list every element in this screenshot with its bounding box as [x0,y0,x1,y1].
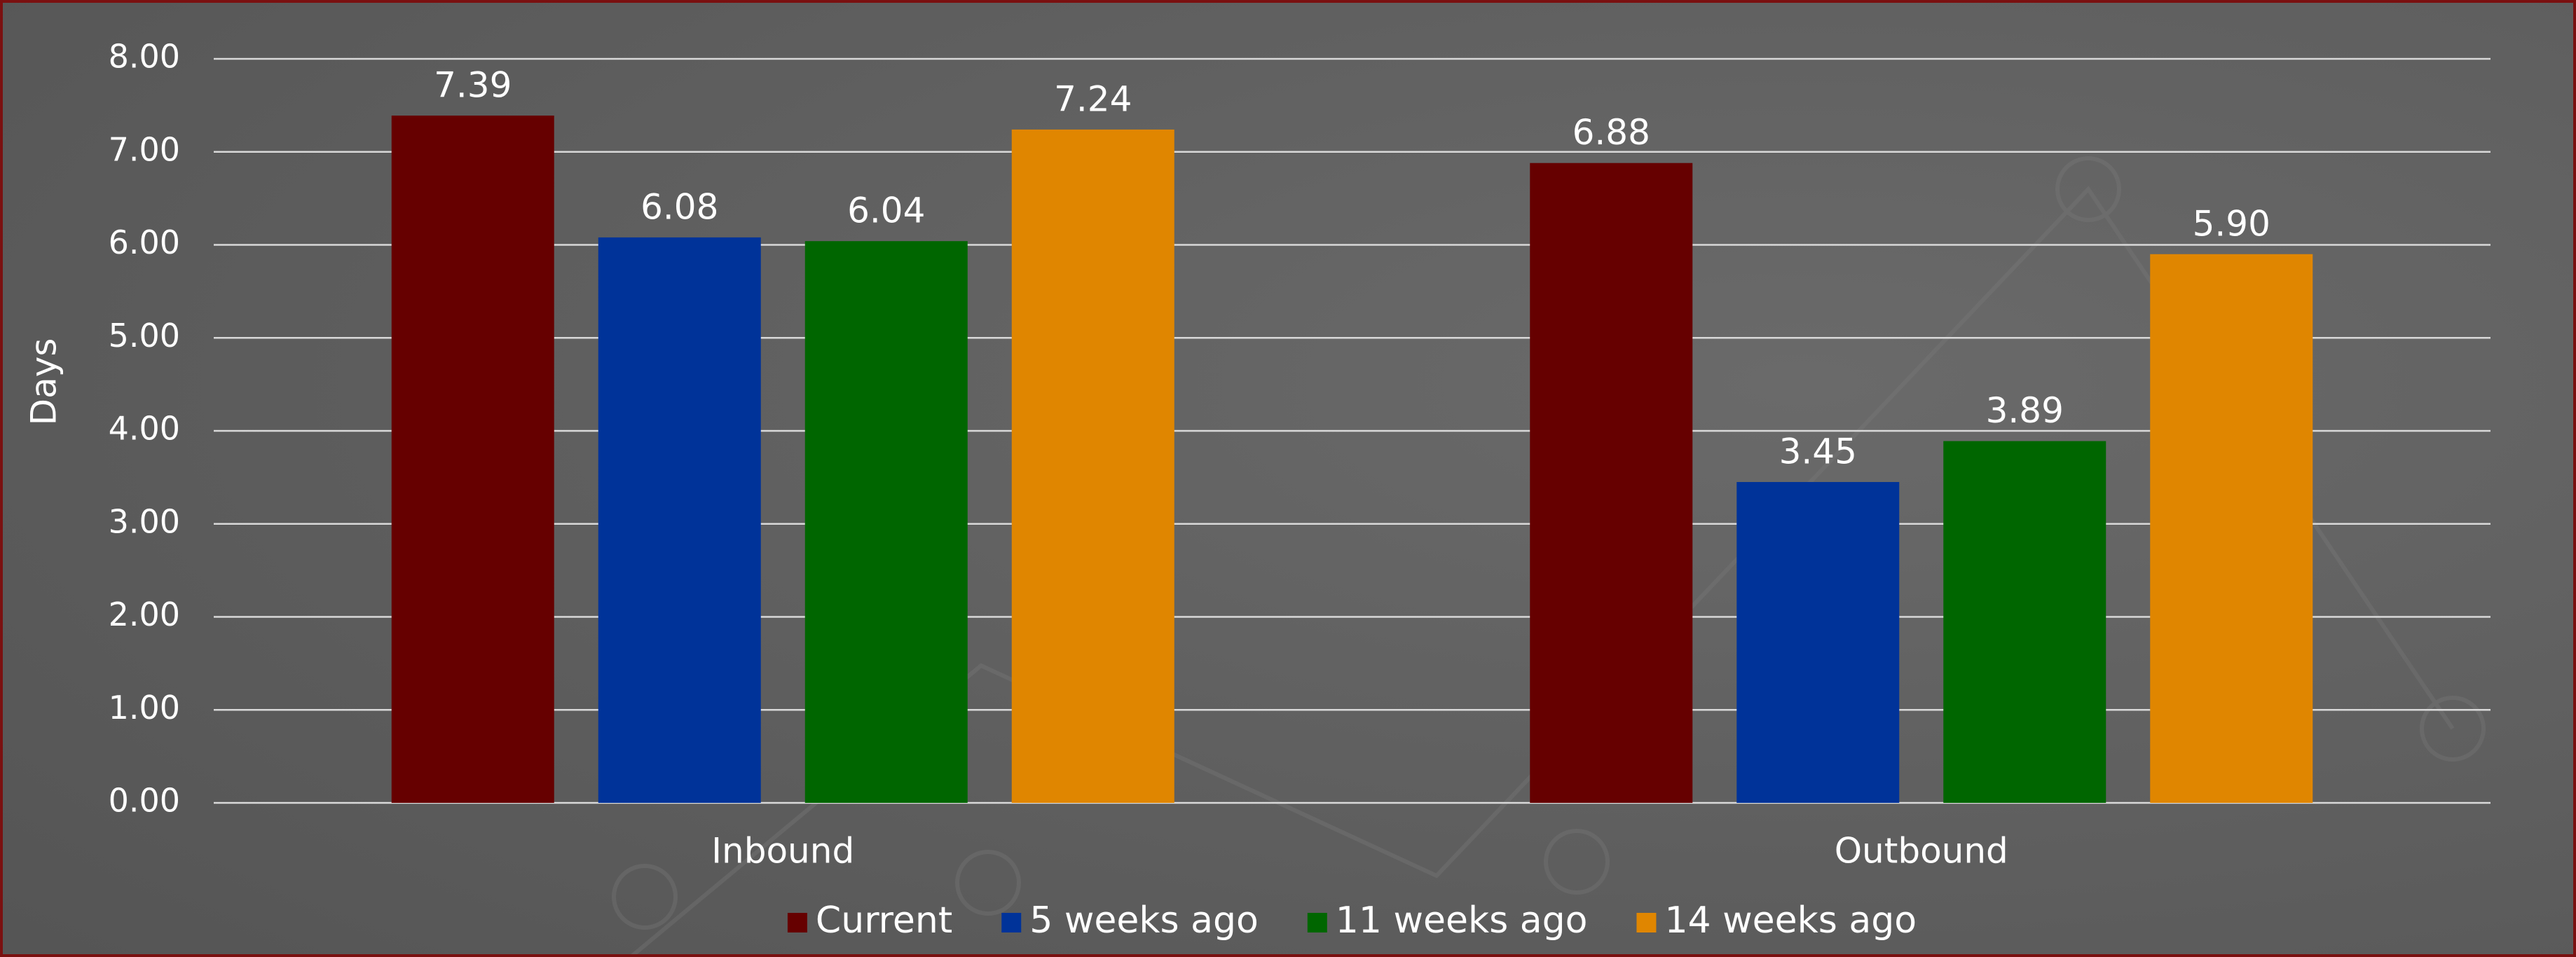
legend-label: Current [816,900,952,942]
data-label: 6.08 [640,186,718,227]
legend-swatch [1307,913,1327,932]
data-label: 6.04 [847,191,925,231]
bar [598,237,761,803]
bar [2150,254,2313,803]
data-label: 7.39 [434,64,512,105]
y-tick-label: 8.00 [109,38,180,76]
y-tick-label: 5.00 [109,317,180,354]
x-tick-label: Outbound [1835,831,2008,872]
bar [1943,441,2106,803]
y-tick-label: 4.00 [109,410,180,448]
legend-label: 11 weeks ago [1336,900,1588,942]
legend-swatch [1001,913,1022,932]
data-label: 3.45 [1779,432,1857,472]
x-tick-label: Inbound [711,831,854,872]
legend-label: 5 weeks ago [1029,900,1259,942]
y-axis-title: Days [24,338,64,426]
legend: Current 5 weeks ago 11 weeks ago 14 weeks a… [787,900,1917,942]
y-tick-label: 7.00 [109,130,180,168]
y-tick-label: 3.00 [109,502,180,540]
bar [804,241,968,803]
bar [1736,482,1900,803]
legend-swatch [1636,913,1657,932]
y-tick-label: 6.00 [109,223,180,261]
data-label: 6.88 [1573,112,1650,153]
data-label: 5.90 [2193,203,2270,244]
legend-swatch [787,913,807,932]
y-tick-label: 0.00 [109,782,180,820]
bar [1011,129,1174,803]
bar [1530,163,1693,803]
bar [391,115,554,804]
y-tick-label: 2.00 [109,595,180,633]
data-label: 3.89 [1986,390,2064,431]
y-tick-label: 1.00 [109,689,180,727]
data-label: 7.24 [1054,78,1132,119]
legend-label: 14 weeks ago [1664,900,1917,942]
